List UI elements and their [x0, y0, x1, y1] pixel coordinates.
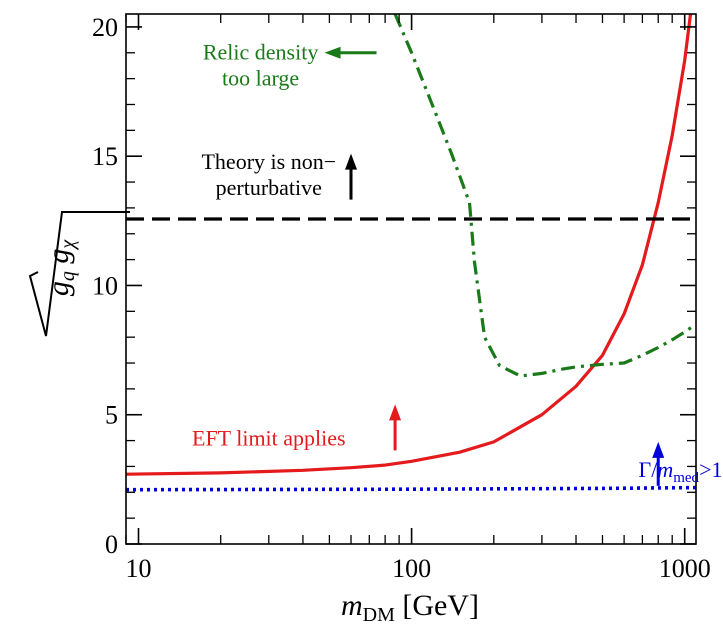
sqrt-sign-icon: [28, 211, 130, 337]
x-axis-label-variable: m: [341, 589, 363, 622]
y-axis-label: gq gχ: [28, 211, 130, 337]
x-axis-label: mDM [GeV]: [341, 589, 479, 626]
eft-arrow-icon-head: [389, 404, 402, 421]
x-axis-label-subscript: DM: [363, 604, 395, 626]
plot-frame: [125, 13, 697, 545]
theory-annotation-line-1: perturbative: [216, 175, 322, 200]
relic-arrow-icon-head: [324, 46, 341, 59]
theory-annotation-line-0: Theory is non−: [201, 149, 336, 174]
x-axis-label-unit: [GeV]: [402, 589, 479, 622]
y-tick-label: 20: [92, 13, 118, 42]
series-eft-line: [126, 14, 693, 476]
relic-annotation-line-0: Relic density: [203, 40, 318, 65]
series-relic-line: [393, 14, 696, 378]
x-tick-label: 100: [392, 554, 431, 583]
y-tick-label: 15: [92, 142, 118, 171]
width-annotation: Γ/mmed>1: [639, 457, 723, 486]
y-label-sub-q: q: [57, 271, 79, 281]
series-layer: [126, 14, 696, 492]
y-tick-label: 0: [105, 530, 118, 559]
x-tick-label: 1000: [659, 554, 711, 583]
y-label-g1: g: [42, 281, 75, 296]
y-label-g2: g: [42, 249, 75, 264]
series-width-line: [126, 485, 696, 492]
y-tick-label: 10: [92, 271, 118, 300]
theory-arrow-icon-head: [345, 153, 358, 170]
svg-text:gq gχ: gq gχ: [42, 239, 79, 297]
y-tick-label: 5: [105, 401, 118, 430]
relic-annotation-line-1: too large: [222, 66, 299, 91]
y-label-sub-chi: χ: [57, 239, 79, 251]
eft-annotation-line-0: EFT limit applies: [192, 425, 346, 450]
width-arrow-icon-head: [652, 441, 665, 458]
x-tick-label: 10: [125, 554, 151, 583]
tick-layer: 10 100 1000 0 5 10 15 20: [92, 13, 711, 583]
